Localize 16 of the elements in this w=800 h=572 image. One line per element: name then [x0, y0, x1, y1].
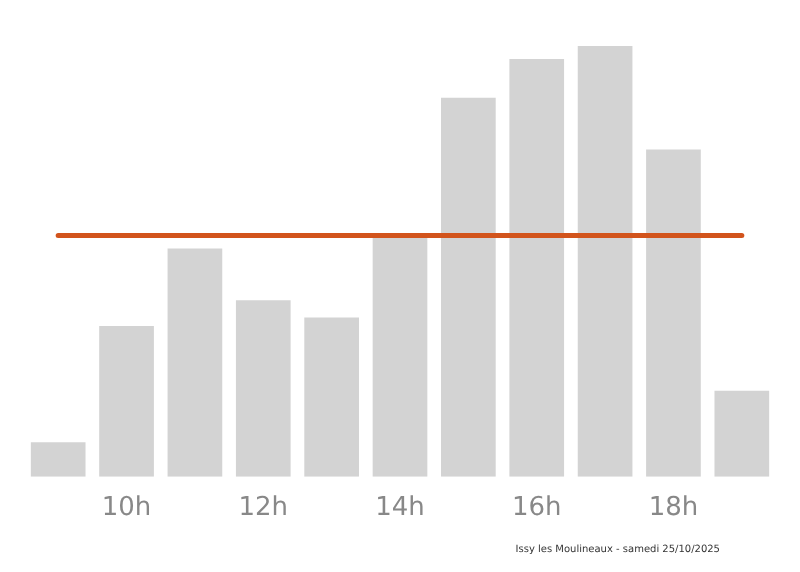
- x-tick-label: 10h: [101, 493, 152, 524]
- x-tick-label: 16h: [511, 493, 562, 524]
- bar: [577, 46, 633, 477]
- bar: [509, 58, 565, 477]
- x-tick-label: 12h: [238, 493, 289, 524]
- x-tick-label: 14h: [375, 493, 425, 524]
- bar: [304, 317, 359, 477]
- bar: [167, 248, 223, 477]
- bar: [646, 149, 701, 477]
- bar: [30, 442, 86, 477]
- bar: [714, 390, 770, 477]
- bar: [441, 97, 496, 477]
- bar: [372, 235, 428, 477]
- bar: [235, 300, 291, 477]
- bar: [99, 326, 154, 477]
- x-tick-label: 18h: [648, 493, 699, 524]
